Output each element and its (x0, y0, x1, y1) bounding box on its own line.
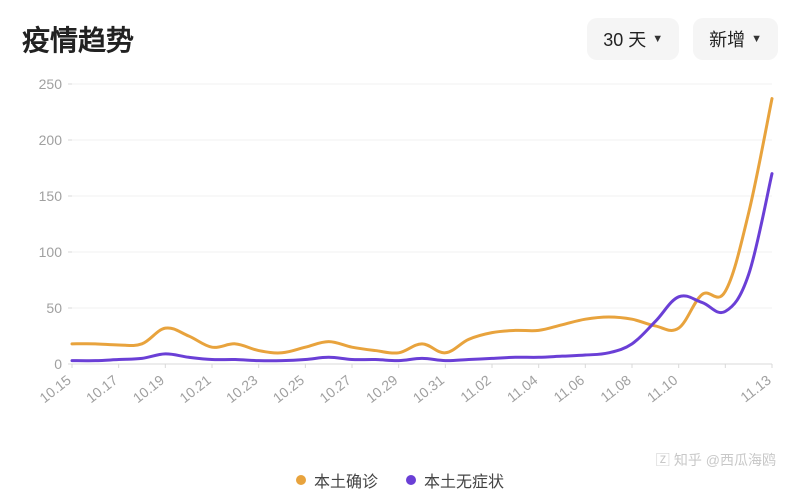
legend-label-confirmed: 本土确诊 (314, 468, 378, 492)
page-title: 疫情趋势 (22, 19, 134, 59)
svg-text:11.02: 11.02 (457, 372, 494, 406)
trend-chart: 0 50 100 150 200 250 10.15 10.17 10.1910.21 10.23… (22, 74, 778, 434)
svg-text:10.23: 10.23 (223, 372, 261, 406)
svg-text:200: 200 (39, 132, 63, 148)
svg-text:11.10: 11.10 (644, 372, 681, 406)
legend-item-confirmed: 本土确诊 (296, 468, 378, 492)
mode-label: 新增 (709, 26, 745, 52)
watermark-text: 知乎 @西瓜海鸥 (674, 450, 776, 470)
period-label: 30 天 (603, 26, 646, 52)
watermark-icon: 🅉 (656, 450, 670, 470)
legend: 本土确诊 本土无症状 (0, 468, 800, 492)
legend-dot-confirmed (296, 475, 306, 485)
svg-text:150: 150 (39, 188, 63, 204)
controls: 30 天 ▼ 新增 ▼ (587, 18, 778, 60)
svg-text:10.25: 10.25 (270, 372, 308, 406)
svg-text:11.13: 11.13 (737, 372, 774, 406)
svg-text:10.19: 10.19 (130, 372, 168, 406)
legend-label-asymptomatic: 本土无症状 (424, 468, 504, 492)
svg-text:10.29: 10.29 (363, 372, 401, 406)
legend-item-asymptomatic: 本土无症状 (406, 468, 504, 492)
chevron-down-icon: ▼ (652, 33, 663, 45)
chart-svg: 0 50 100 150 200 250 10.15 10.17 10.1910.21 10.23… (22, 74, 778, 434)
mode-select[interactable]: 新增 ▼ (693, 18, 778, 60)
svg-text:100: 100 (39, 244, 63, 260)
svg-text:11.06: 11.06 (551, 372, 588, 406)
chevron-down-icon: ▼ (751, 33, 762, 45)
svg-text:10.15: 10.15 (36, 372, 74, 406)
svg-text:10.27: 10.27 (316, 372, 354, 406)
period-select[interactable]: 30 天 ▼ (587, 18, 679, 60)
svg-text:0: 0 (54, 356, 62, 372)
svg-text:10.21: 10.21 (176, 372, 214, 406)
svg-text:11.04: 11.04 (504, 372, 541, 406)
legend-dot-asymptomatic (406, 475, 416, 485)
watermark: 🅉 知乎 @西瓜海鸥 (656, 450, 776, 470)
svg-text:10.17: 10.17 (83, 372, 121, 406)
svg-text:50: 50 (46, 300, 62, 316)
svg-text:10.31: 10.31 (410, 372, 448, 406)
svg-text:250: 250 (39, 76, 63, 92)
svg-text:11.08: 11.08 (597, 372, 634, 406)
